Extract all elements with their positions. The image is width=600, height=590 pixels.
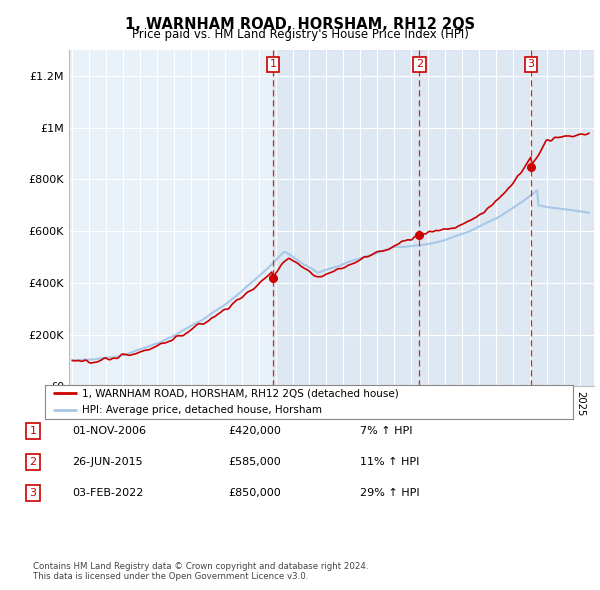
Text: 3: 3: [29, 489, 37, 498]
Text: 1: 1: [29, 426, 37, 435]
Text: 11% ↑ HPI: 11% ↑ HPI: [360, 457, 419, 467]
Text: 26-JUN-2015: 26-JUN-2015: [72, 457, 143, 467]
Text: £585,000: £585,000: [228, 457, 281, 467]
Bar: [273, 50, 594, 386]
Text: 2: 2: [416, 60, 423, 70]
Text: 3: 3: [527, 60, 535, 70]
Text: £850,000: £850,000: [228, 489, 281, 498]
Text: £420,000: £420,000: [228, 426, 281, 435]
Text: 03-FEB-2022: 03-FEB-2022: [72, 489, 143, 498]
Text: Price paid vs. HM Land Registry's House Price Index (HPI): Price paid vs. HM Land Registry's House …: [131, 28, 469, 41]
Text: 29% ↑ HPI: 29% ↑ HPI: [360, 489, 419, 498]
Text: Contains HM Land Registry data © Crown copyright and database right 2024.
This d: Contains HM Land Registry data © Crown c…: [33, 562, 368, 581]
Text: 1, WARNHAM ROAD, HORSHAM, RH12 2QS: 1, WARNHAM ROAD, HORSHAM, RH12 2QS: [125, 17, 475, 31]
Text: 1, WARNHAM ROAD, HORSHAM, RH12 2QS (detached house): 1, WARNHAM ROAD, HORSHAM, RH12 2QS (deta…: [82, 388, 399, 398]
Text: 1: 1: [269, 60, 277, 70]
Text: 7% ↑ HPI: 7% ↑ HPI: [360, 426, 413, 435]
Text: HPI: Average price, detached house, Horsham: HPI: Average price, detached house, Hors…: [82, 405, 322, 415]
Text: 2: 2: [29, 457, 37, 467]
Text: 01-NOV-2006: 01-NOV-2006: [72, 426, 146, 435]
